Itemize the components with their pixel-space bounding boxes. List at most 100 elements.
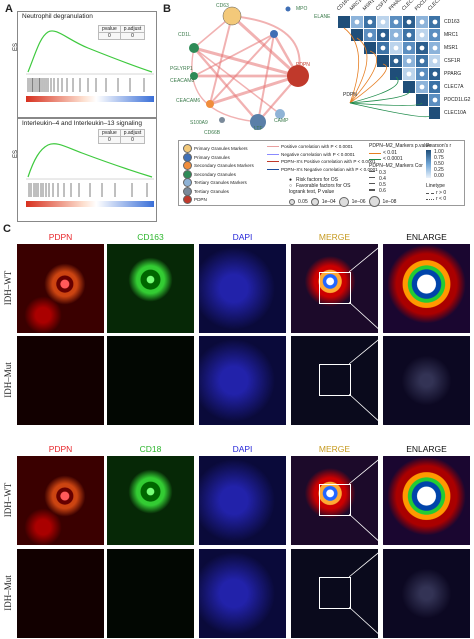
legend-pvalue-label: < 0.0001 [383,156,403,162]
heatmap-cell-marker [406,45,412,51]
legend-cor-item: 0.5 [379,182,386,188]
gsea-ylabel: ES [13,42,20,52]
legend-edge-swatch [267,146,279,147]
table-cell: 0 [98,32,121,40]
micrograph-column-header: DAPI [232,444,253,454]
micrograph-column-header: ENLARGE [406,232,447,242]
heatmap-cell-marker [380,19,386,25]
micrograph-image [107,549,194,638]
micrograph-image [17,244,104,333]
network-node-label: LTF [254,126,263,132]
table-cell: 0 [98,136,121,144]
heatmap-cell-marker [380,45,386,51]
legend-edge-label: PDPN–X's Negative correlation with P < 0… [281,166,378,172]
legend-favorable-label: Favorable factors for OS [296,183,351,189]
legend-pvalue-item: < 0.0001 [369,156,403,162]
zoom-box [319,364,351,396]
legend-edge-swatch [267,153,279,155]
pearson-colorbar [426,150,431,178]
table-cell: 0 [119,32,146,40]
network-node-label: PGLYRP1 [170,66,193,72]
heatmap-cell-marker [419,32,425,38]
size-label: 0.05 [298,198,308,205]
legend-cor-item: 0.6 [379,188,386,194]
micrograph-image [383,244,470,333]
network-node-label: MPO [296,6,308,12]
legend-node-item: PDPN [183,195,207,204]
legend-pvalue-item: < 0.01 [369,150,397,156]
micrograph-column-header: CD18 [139,444,162,454]
heatmap-cell-marker [393,45,399,51]
micrograph-image [107,456,194,545]
table-cell: 0 [119,136,146,144]
heatmap-row-label: PPARG [444,71,462,77]
correlation-network [189,6,309,130]
legend-pvalue-label: < 0.01 [383,150,398,156]
heatmap-cell [377,55,389,67]
micrograph-row-label: IDH–WT [3,270,13,305]
heatmap-pdpn-label: PDPN [343,92,357,98]
zoom-box [319,484,351,516]
micrograph-column-header: PDPN [48,444,73,454]
micrograph-column-header: ENLARGE [406,444,447,454]
heatmap-cell-marker [432,84,438,90]
heatmap-cell [351,29,363,41]
pearson-tick: 0.25 [434,167,444,173]
micrograph-image [383,456,470,545]
micrograph-image [199,549,286,638]
micrograph-column-header: MERGE [318,444,351,454]
micrograph-image [107,336,194,425]
gsea-curve-graphic [26,143,154,207]
legend-edge-swatch [267,161,279,162]
gsea-title: Neutrophil degranulation [22,13,93,20]
heatmap-cell [390,68,402,80]
network-node-label: CAMP [274,118,289,124]
heatmap-cell-marker [419,84,425,90]
legend-linetype-title: Linetype [426,183,445,189]
micrograph-image [17,336,104,425]
heatmap-row-label: CLEC10A [444,110,467,116]
zoom-connector [349,336,384,425]
network-node-label: CD66B [204,130,221,136]
network-node-label: PDPN [296,62,310,68]
linetype-item: r < 0 [426,196,446,202]
zoom-connector [349,456,384,545]
micrograph-image [17,549,104,638]
legend-risk-label: Risk factors for OS [296,177,338,183]
network-node-label: S100A9 [190,120,208,126]
size-dot [338,196,349,207]
heatmap-row-label: PDCD1LG2 [444,97,471,103]
heatmap-cell [403,81,415,93]
size-dot [289,198,295,205]
heatmap-cell-marker [406,71,412,77]
micrograph-image [383,549,470,638]
micrograph-column-header: DAPI [232,232,253,242]
heatmap-cell-marker [419,45,425,51]
heatmap-cell-marker [406,19,412,25]
heatmap-row-label: CLEC7A [444,84,464,90]
micrograph-image [291,549,378,638]
heatmap-cell-marker [432,58,438,64]
heatmap-row-label: CSF1R [444,58,461,64]
zoom-box [319,272,351,304]
micrograph-image [199,336,286,425]
legend-node-swatch [183,195,192,204]
legend-node-label: Primary Granules Markers [194,146,248,151]
legend-cor-item: 0.4 [379,176,386,182]
heatmap-cell [429,107,440,119]
zoom-connector [349,244,384,333]
heatmap-cell-marker [406,32,412,38]
legend-risk-symbol: ● [289,177,293,183]
micrograph-image [291,336,378,425]
size-dot [368,196,380,207]
legend-edge-label: Positive correlation with P < 0.0001 [281,144,353,149]
micrograph-row-label: IDH–WT [3,482,13,517]
legend-edge-swatch [267,168,279,170]
size-label: 1e–08 [382,198,397,205]
heatmap-cell-marker [432,45,438,51]
heatmap-cells [338,16,440,119]
legend-edge-label: Negative correlation with P < 0.0001 [281,151,355,157]
heatmap-cell-marker [419,19,425,25]
gsea-title: Interleukin–4 and Interleukin–13 signali… [22,120,142,127]
pearson-tick: 1.00 [434,149,444,155]
